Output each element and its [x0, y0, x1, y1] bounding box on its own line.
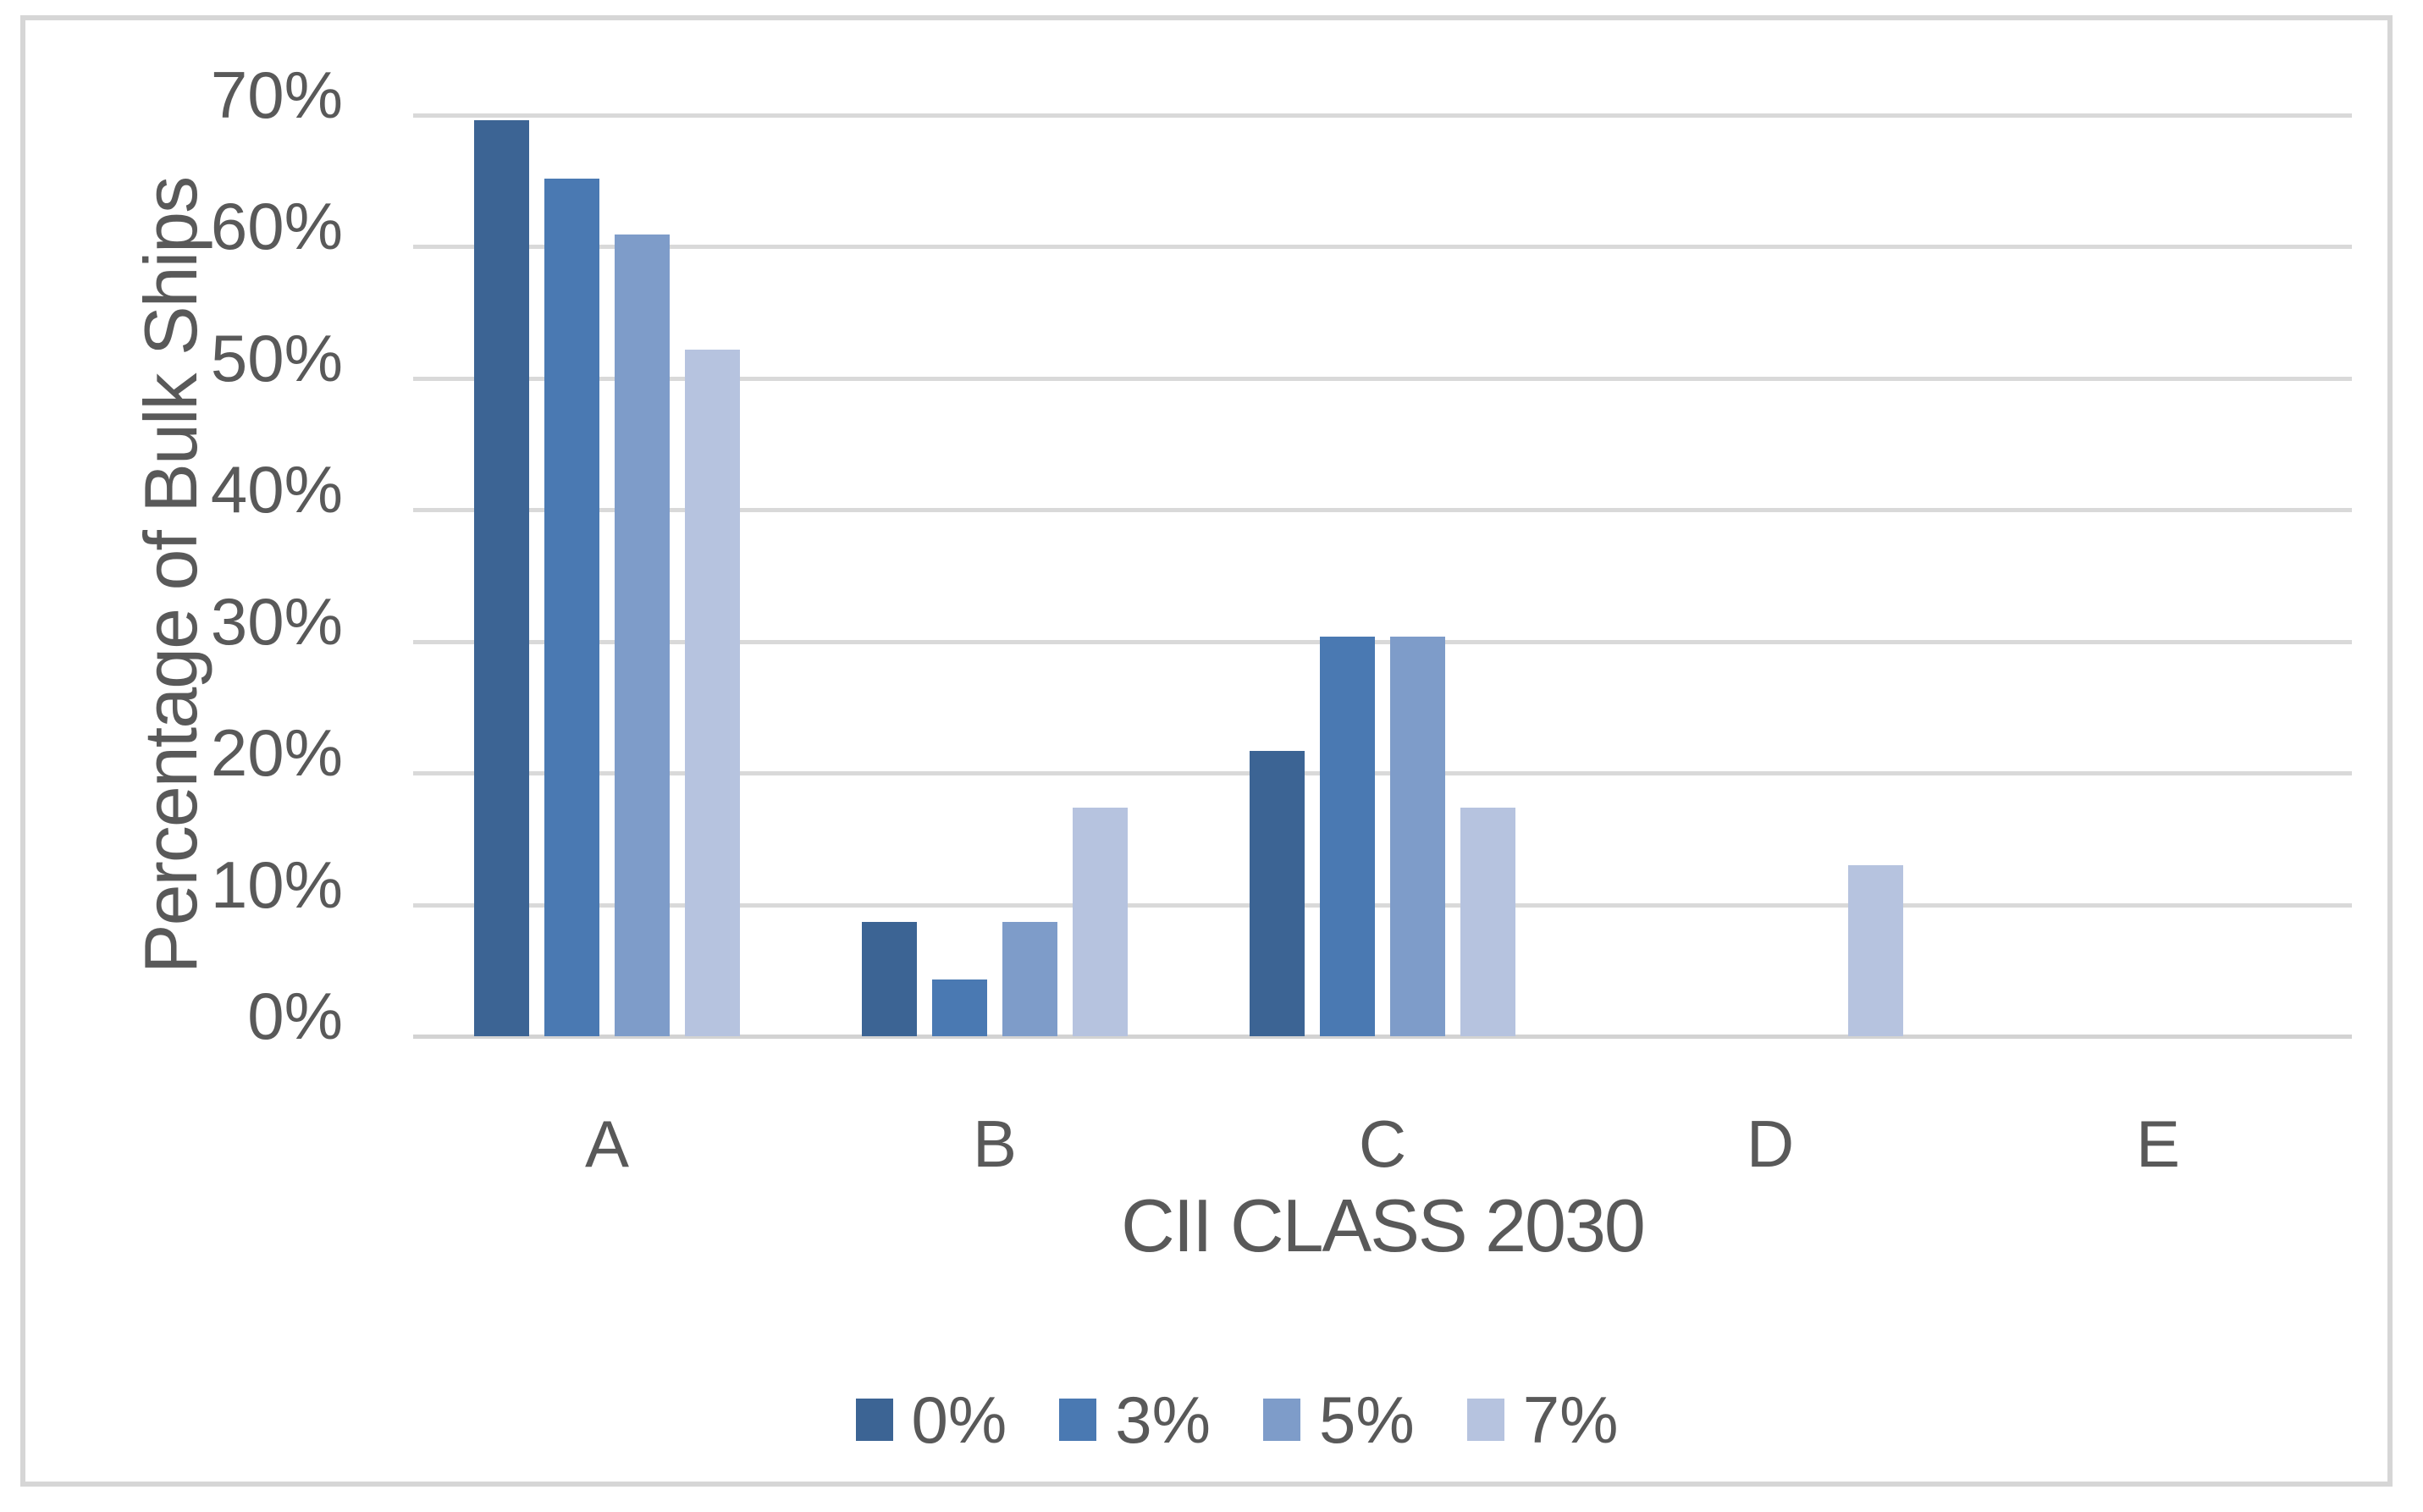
bar-A-3%: [544, 178, 599, 1036]
bar-C-5%: [1390, 636, 1445, 1036]
legend-item-7%: 7%: [1466, 1382, 1619, 1458]
y-tick-label: 30%: [210, 583, 343, 659]
bar-D-7%: [1848, 864, 1903, 1036]
x-axis-title: CII CLASS 2030: [1121, 1184, 1646, 1267]
category-label-E: E: [2135, 1106, 2181, 1181]
gridline: [413, 113, 2352, 118]
legend-item-5%: 5%: [1263, 1382, 1415, 1458]
legend-swatch-icon: [1263, 1399, 1300, 1441]
x-axis-line: [413, 1035, 2352, 1039]
y-tick-label: 40%: [210, 452, 343, 527]
y-tick-label: 60%: [210, 189, 343, 264]
legend-item-3%: 3%: [1059, 1382, 1211, 1458]
gridline: [413, 771, 2352, 776]
legend: 0% 3% 5% 7%: [25, 1382, 2423, 1458]
bar-B-7%: [1073, 807, 1128, 1036]
y-tick-label: 20%: [210, 715, 343, 791]
bar-A-7%: [685, 349, 740, 1036]
gridline: [413, 376, 2352, 381]
chart-frame: Percentage of Bulk Ships CII CLASS 2030 …: [20, 15, 2393, 1487]
category-label-B: B: [972, 1106, 1018, 1181]
legend-swatch-icon: [1059, 1399, 1097, 1441]
y-tick-label: 10%: [210, 847, 343, 922]
gridline: [413, 245, 2352, 250]
legend-label: 5%: [1319, 1382, 1415, 1457]
bar-B-3%: [932, 979, 987, 1036]
legend-item-0%: 0%: [855, 1382, 1007, 1458]
gridline: [413, 639, 2352, 644]
bar-C-7%: [1460, 807, 1515, 1036]
legend-swatch-icon: [855, 1399, 893, 1441]
legend-label: 0%: [911, 1382, 1007, 1457]
legend-swatch-icon: [1466, 1399, 1504, 1441]
bar-A-0%: [474, 120, 529, 1036]
bar-C-3%: [1320, 636, 1375, 1036]
y-tick-label: 70%: [210, 58, 343, 132]
bar-A-5%: [615, 235, 670, 1036]
bar-B-0%: [862, 921, 917, 1036]
bar-B-5%: [1002, 921, 1057, 1036]
gridline: [413, 508, 2352, 513]
category-label-C: C: [1358, 1106, 1407, 1181]
y-tick-label: 50%: [210, 320, 343, 395]
bar-C-0%: [1250, 750, 1305, 1036]
category-label-D: D: [1746, 1106, 1795, 1181]
gridline: [413, 902, 2352, 908]
plot-area: [413, 113, 2352, 1039]
y-tick-label: 0%: [247, 979, 343, 1053]
category-label-A: A: [584, 1106, 630, 1181]
legend-label: 3%: [1115, 1382, 1211, 1457]
legend-label: 7%: [1522, 1382, 1619, 1457]
